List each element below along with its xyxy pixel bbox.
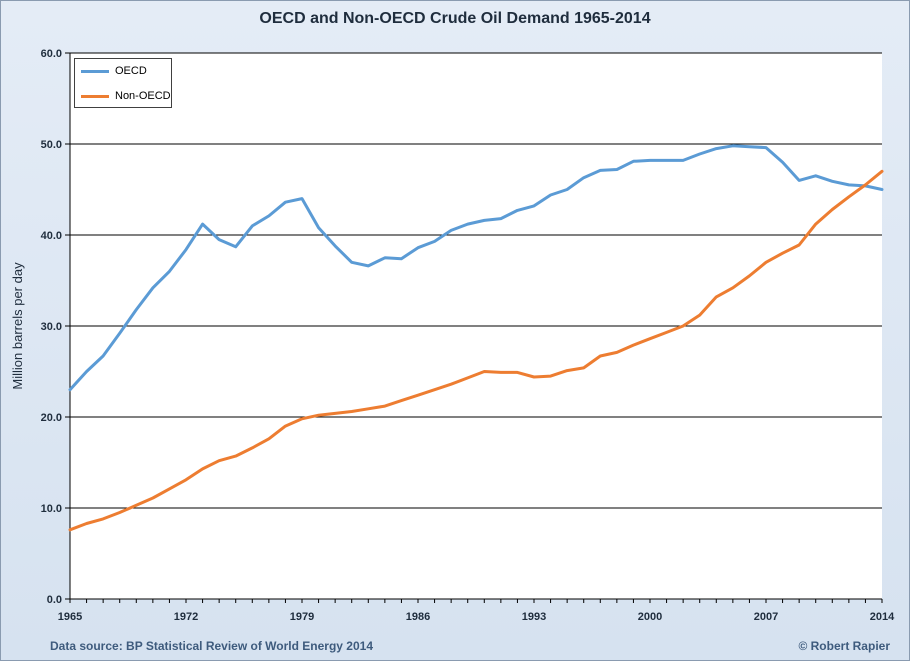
x-tick-label-6: 2007: [754, 611, 778, 623]
x-tick-label-7: 2014: [870, 611, 895, 623]
legend-item-oecd: OECD: [81, 63, 147, 79]
chart-title: OECD and Non-OECD Crude Oil Demand 1965-…: [259, 10, 651, 27]
y-tick-label-2: 20.0: [41, 412, 62, 424]
y-tick-label-6: 60.0: [41, 48, 62, 60]
y-tick-label-0: 0.0: [47, 594, 62, 606]
legend-item-non-oecd: Non-OECD: [81, 88, 171, 104]
legend-label-oecd: OECD: [115, 65, 147, 77]
legend-swatch-non-oecd: [81, 94, 109, 98]
x-tick-label-0: 1965: [58, 611, 82, 623]
legend-label-non-oecd: Non-OECD: [115, 90, 171, 102]
x-tick-label-5: 2000: [638, 611, 662, 623]
copyright-credit: © Robert Rapier: [798, 639, 890, 653]
x-tick-label-3: 1986: [406, 611, 430, 623]
legend-swatch-oecd: [81, 69, 109, 73]
series-line-non-oecd: [68, 169, 884, 532]
y-tick-label-5: 50.0: [41, 139, 62, 151]
series-line-oecd: [68, 144, 884, 392]
x-tick-label-2: 1979: [290, 611, 314, 623]
x-tick-label-1: 1972: [174, 611, 198, 623]
data-source-note: Data source: BP Statistical Review of Wo…: [50, 639, 374, 653]
y-tick-label-3: 30.0: [41, 321, 62, 333]
y-tick-label-1: 10.0: [41, 503, 62, 515]
y-tick-label-4: 40.0: [41, 230, 62, 242]
chart-legend: OECD Non-OECD: [74, 58, 172, 108]
x-tick-label-4: 1993: [522, 611, 546, 623]
y-axis-label: Million barrels per day: [10, 262, 25, 390]
